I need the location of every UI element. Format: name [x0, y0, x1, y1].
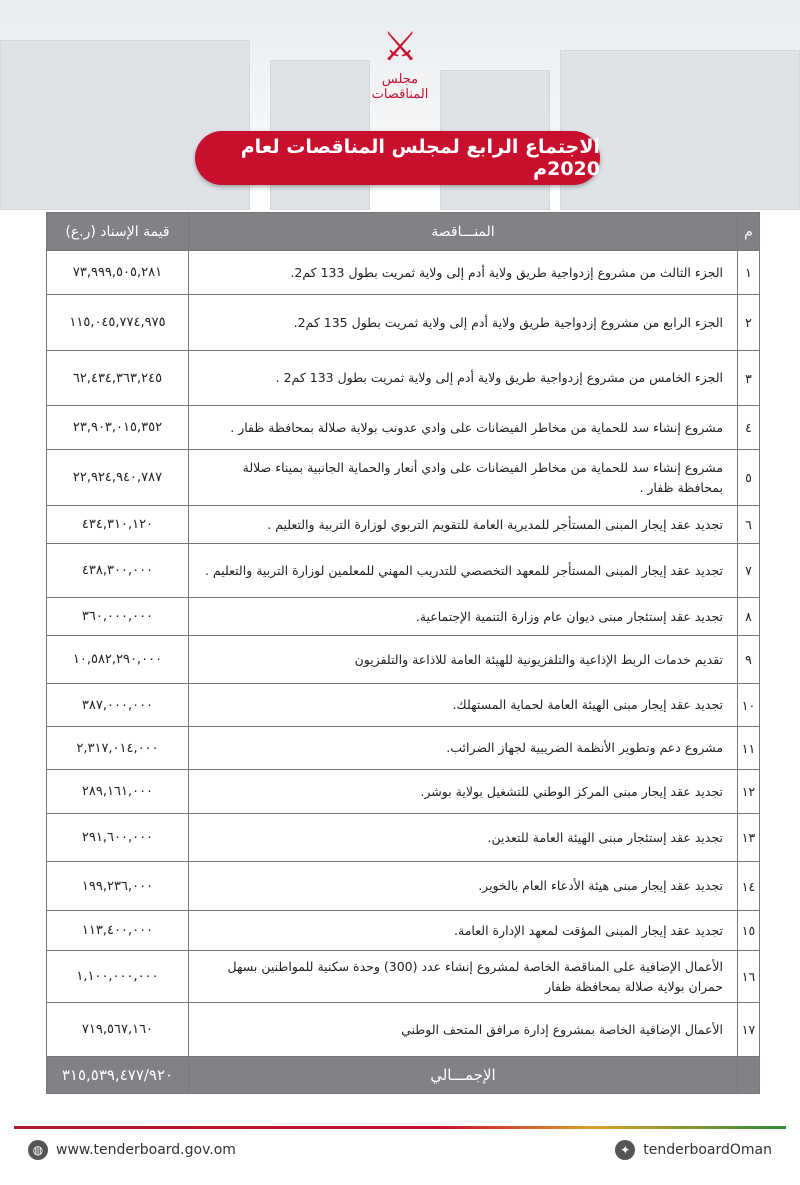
- row-number: ٩: [737, 635, 760, 684]
- table-row: ١٠ تجديد عقد إيجار مبنى الهيئة العامة لحم…: [46, 683, 760, 727]
- tender-board-logo: ⚔ مجلس المناقصات: [355, 22, 445, 117]
- tender-description: تجديد عقد إيجار مبنى الهيئة العامة لحماي…: [187, 683, 739, 727]
- award-value: ١٠,٥٨٢,٢٩٠,٠٠٠: [46, 635, 189, 684]
- award-value: ٢٢,٩٢٤,٩٤٠,٧٨٧: [46, 449, 189, 506]
- tender-description: مشروع دعم وتطوير الأنظمة الضريبية لجهاز …: [187, 726, 739, 770]
- building-shape: [560, 50, 800, 210]
- award-value: ٧١٩,٥٦٧,١٦٠: [46, 1002, 189, 1057]
- award-value: ٣٨٧,٠٠٠,٠٠٠: [46, 683, 189, 727]
- row-number: ١٤: [737, 861, 760, 911]
- tender-description: تقديم خدمات الربط الإذاعية والتلفزيونية …: [187, 635, 739, 684]
- row-number: ٦: [737, 505, 760, 544]
- website-text: www.tenderboard.gov.om: [56, 1142, 236, 1158]
- award-value: ٢,٣١٧,٠١٤,٠٠٠: [46, 726, 189, 770]
- table-row: ١٦ الأعمال الإضافية على المناقصة الخاصة ل…: [46, 950, 760, 1003]
- tender-description: الأعمال الإضافية الخاصة بمشروع إدارة مرا…: [187, 1002, 739, 1057]
- tender-description: تجديد عقد إيجار المبنى المؤقت لمعهد الإد…: [187, 910, 739, 951]
- page-title: الاجتماع الرابع لمجلس المناقصات لعام 202…: [195, 131, 600, 185]
- row-number: ٨: [737, 597, 760, 636]
- row-number: ١٠: [737, 683, 760, 727]
- table-row: ١٣ تجديد عقد إستئجار مبنى الهيئة العامة ل…: [46, 813, 760, 862]
- award-value: ١١٥,٠٤٥,٧٧٤,٩٧٥: [46, 294, 189, 351]
- award-value: ٤٣٤,٣١٠,١٢٠: [46, 505, 189, 544]
- total-spacer: [737, 1056, 760, 1094]
- tenders-table: م المنـــاقصة قيمة الإسناد (ر.ع) ١ الجزء …: [46, 212, 760, 1094]
- globe-icon: ◍: [28, 1140, 48, 1160]
- award-value: ٧٣,٩٩٩,٥٠٥,٢٨١: [46, 250, 189, 295]
- award-value: ١,١٠٠,٠٠٠,٠٠٠: [46, 950, 189, 1003]
- tender-description: تجديد عقد إستئجار مبنى الهيئة العامة للت…: [187, 813, 739, 862]
- table-header: م المنـــاقصة قيمة الإسناد (ر.ع): [46, 212, 760, 251]
- table-row: ٧ تجديد عقد إيجار المبنى المستأجر للمعهد …: [46, 543, 760, 598]
- logo-text: مجلس المناقصات: [371, 72, 429, 102]
- row-number: ٤: [737, 405, 760, 450]
- row-number: ١٢: [737, 769, 760, 814]
- twitter-link[interactable]: ✦ tenderboardOman: [615, 1140, 772, 1160]
- tender-description: الجزء الثالث من مشروع إزدواجية طريق ولاي…: [187, 250, 739, 295]
- row-number: ١١: [737, 726, 760, 770]
- award-value: ٢٣,٩٠٣,٠١٥,٣٥٢: [46, 405, 189, 450]
- tender-description: تجديد عقد إيجار مبنى هيئة الأدعاء العام …: [187, 861, 739, 911]
- total-value: ٣١٥,٥٣٩,٤٧٧/٩٢٠: [46, 1056, 189, 1094]
- table-row: ٤ مشروع إنشاء سد للحماية من مخاطر الفيضان…: [46, 405, 760, 450]
- row-number: ١: [737, 250, 760, 295]
- row-number: ٥: [737, 449, 760, 506]
- row-number: ١٧: [737, 1002, 760, 1057]
- tender-description: الجزء الخامس من مشروع إزدواجية طريق ولاي…: [187, 350, 739, 406]
- twitter-handle: tenderboardOman: [643, 1142, 772, 1158]
- website-link[interactable]: ◍ www.tenderboard.gov.om: [28, 1140, 236, 1160]
- row-number: ٧: [737, 543, 760, 598]
- total-label: الإجمـــالي: [187, 1056, 739, 1094]
- table-row: ١١ مشروع دعم وتطوير الأنظمة الضريبية لجها…: [46, 726, 760, 770]
- building-shape: [0, 40, 250, 210]
- table-row: ٥ مشروع إنشاء سد للحماية من مخاطر الفيضان…: [46, 449, 760, 506]
- header-num: م: [737, 212, 760, 251]
- table-row: ٨ تجديد عقد إستئجار مبنى ديوان عام وزارة …: [46, 597, 760, 636]
- award-value: ٦٢,٤٣٤,٣٦٣,٢٤٥: [46, 350, 189, 406]
- total-row: الإجمـــالي ٣١٥,٥٣٩,٤٧٧/٩٢٠: [46, 1056, 760, 1094]
- tender-description: مشروع إنشاء سد للحماية من مخاطر الفيضانا…: [187, 405, 739, 450]
- tender-description: تجديد عقد إيجار المبنى المستأجر للمعهد ا…: [187, 543, 739, 598]
- award-value: ٣٦٠,٠٠٠,٠٠٠: [46, 597, 189, 636]
- twitter-icon: ✦: [615, 1140, 636, 1160]
- header-tender: المنـــاقصة: [187, 212, 739, 251]
- row-number: ١٥: [737, 910, 760, 951]
- row-number: ٢: [737, 294, 760, 351]
- table-row: ١ الجزء الثالث من مشروع إزدواجية طريق ولا…: [46, 250, 760, 295]
- tender-description: الجزء الرابع من مشروع إزدواجية طريق ولاي…: [187, 294, 739, 351]
- tender-description: تجديد عقد إيجار المبنى المستأجر للمديرية…: [187, 505, 739, 544]
- table-row: ٢ الجزء الرابع من مشروع إزدواجية طريق ولا…: [46, 294, 760, 351]
- row-number: ١٦: [737, 950, 760, 1003]
- table-row: ١٧ الأعمال الإضافية الخاصة بمشروع إدارة م…: [46, 1002, 760, 1057]
- table-row: ١٥ تجديد عقد إيجار المبنى المؤقت لمعهد ال…: [46, 910, 760, 951]
- header-value: قيمة الإسناد (ر.ع): [46, 212, 189, 251]
- khanjar-emblem-icon: ⚔: [382, 24, 418, 70]
- table-row: ٣ الجزء الخامس من مشروع إزدواجية طريق ولا…: [46, 350, 760, 406]
- table-row: ١٤ تجديد عقد إيجار مبنى هيئة الأدعاء العا…: [46, 861, 760, 911]
- award-value: ١١٣,٤٠٠,٠٠٠: [46, 910, 189, 951]
- row-number: ٣: [737, 350, 760, 406]
- award-value: ١٩٩,٢٣٦,٠٠٠: [46, 861, 189, 911]
- row-number: ١٣: [737, 813, 760, 862]
- footer-divider: [14, 1126, 786, 1129]
- table-body: ١ الجزء الثالث من مشروع إزدواجية طريق ولا…: [46, 250, 760, 1057]
- award-value: ٢٩١,٦٠٠,٠٠٠: [46, 813, 189, 862]
- table-row: ١٢ تجديد عقد إيجار مبنى المركز الوطني للت…: [46, 769, 760, 814]
- tender-description: الأعمال الإضافية على المناقصة الخاصة لمش…: [187, 950, 739, 1003]
- tender-description: تجديد عقد إستئجار مبنى ديوان عام وزارة ا…: [187, 597, 739, 636]
- award-value: ٢٨٩,١٦١,٠٠٠: [46, 769, 189, 814]
- table-row: ٩ تقديم خدمات الربط الإذاعية والتلفزيونية…: [46, 635, 760, 684]
- tender-description: تجديد عقد إيجار مبنى المركز الوطني للتشغ…: [187, 769, 739, 814]
- table-row: ٦ تجديد عقد إيجار المبنى المستأجر للمديري…: [46, 505, 760, 544]
- award-value: ٤٣٨,٣٠٠,٠٠٠: [46, 543, 189, 598]
- tender-description: مشروع إنشاء سد للحماية من مخاطر الفيضانا…: [187, 449, 739, 506]
